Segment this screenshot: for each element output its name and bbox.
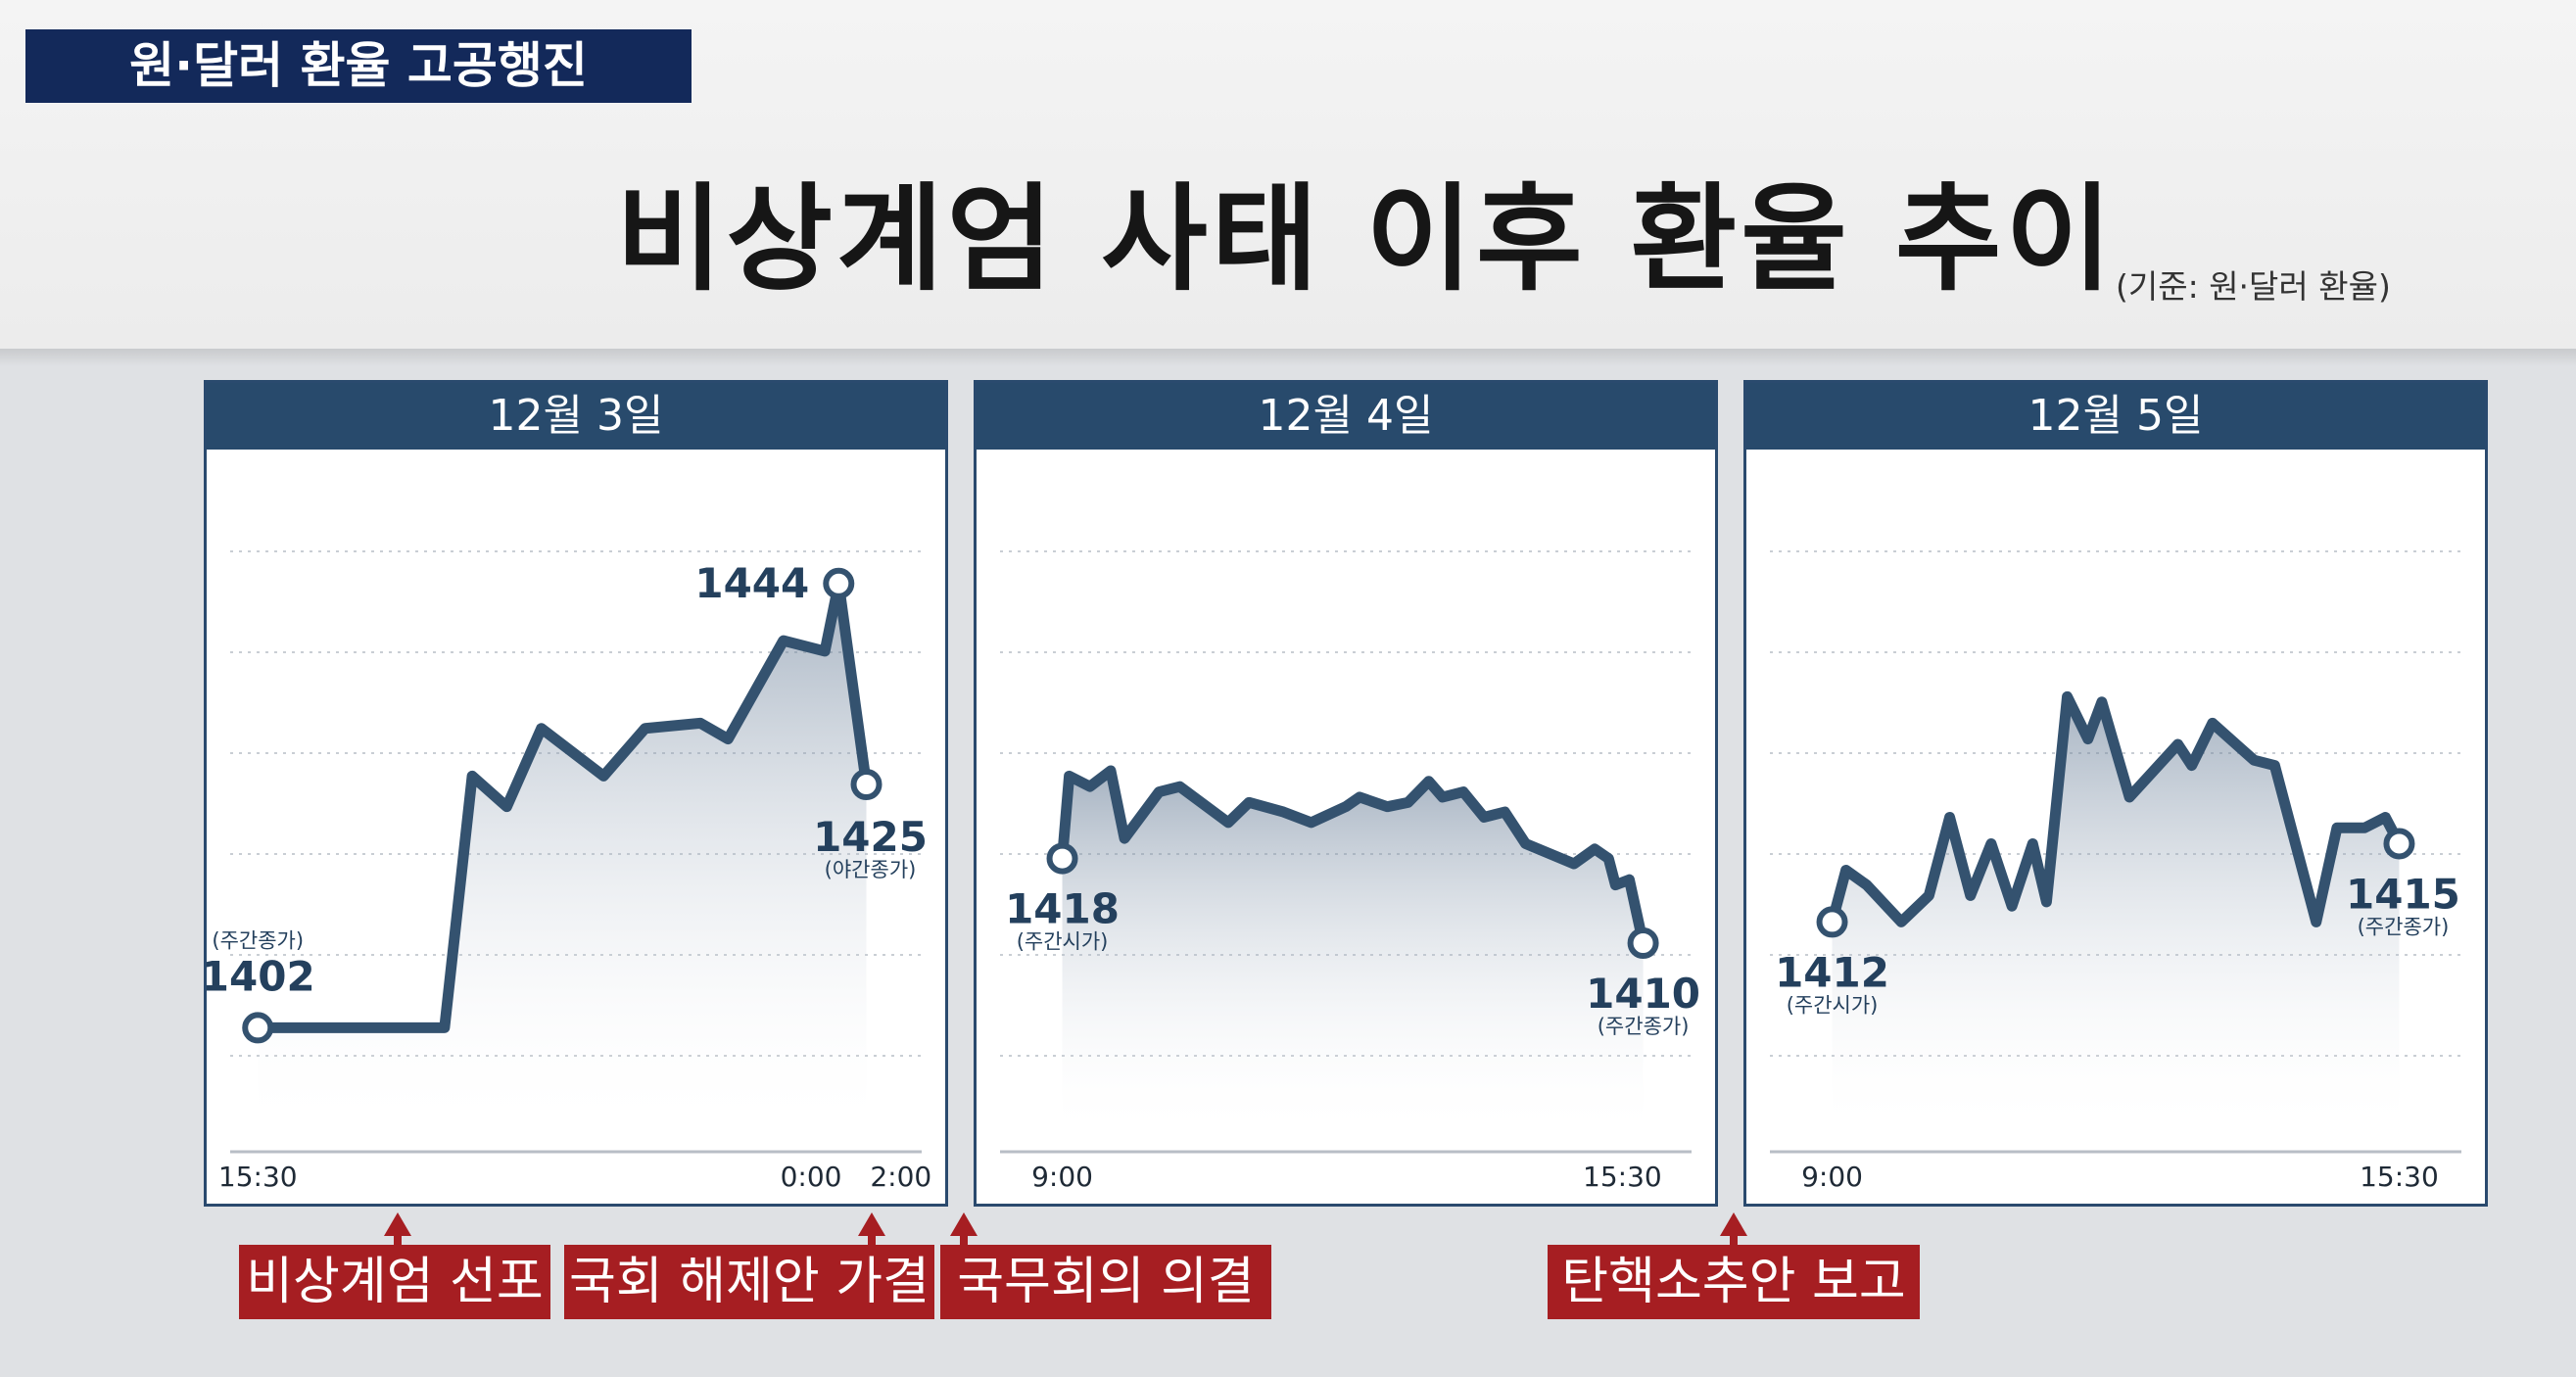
event-cabinet-decision: 국무회의 의결 (940, 1245, 1271, 1319)
event-martial-law: 비상계엄 선포 (239, 1245, 550, 1319)
data-label-value: 1415 (2346, 870, 2460, 918)
data-label-note: (야간종가) (825, 858, 917, 881)
chart-dec-3: 15:30 0:00 2:00 1402(주간종가) 1444 1425(야간종가) (207, 550, 931, 1193)
data-label-value: 1425 (813, 813, 928, 861)
panel-dec-4: 12월 4일 9:00 15:30 1418 (주간시가) 1410 (주간종가) (974, 380, 1718, 1207)
data-point-marker (1046, 842, 1078, 875)
data-label-note: (주간종가) (1598, 1015, 1690, 1038)
x-tick-label: 9:00 (1031, 1161, 1093, 1193)
x-tick-label: 0:00 (781, 1161, 842, 1193)
data-point-marker (823, 567, 855, 599)
data-label-note: (주간시가) (1787, 993, 1879, 1017)
chart-dec-5: 9:00 15:30 1412(주간시가) 1415(주간종가) (1770, 550, 2461, 1193)
x-tick-label: 15:30 (218, 1161, 298, 1193)
data-point-marker (1627, 927, 1659, 959)
chart-title: 비상계엄 사태 이후 환율 추이 (615, 171, 2116, 307)
event-arrow-stem (394, 1234, 402, 1246)
event-assembly-resolution: 국회 해제안 가결 (564, 1245, 934, 1319)
data-label-note: (주간종가) (212, 928, 304, 952)
data-label-value: 1418 (1005, 885, 1120, 933)
x-tick-label: 2:00 (870, 1161, 931, 1193)
data-label-value: 1444 (694, 559, 809, 607)
series-area (1832, 696, 2400, 1137)
chart-dec-4: 9:00 15:30 1418(주간시가) 1410(주간종가) (1000, 550, 1700, 1193)
x-tick-label: 15:30 (1583, 1161, 1662, 1193)
panel-title: 12월 5일 (1746, 383, 2485, 450)
panel-dec-3: 12월 3일 15:30 0:00 2:00 1402 (주간종가) 1444 1425 (야… (204, 380, 948, 1207)
event-arrow-stem (868, 1234, 876, 1246)
series-area (258, 583, 867, 1137)
data-point-marker (242, 1012, 274, 1044)
event-arrow (1720, 1212, 1747, 1236)
series-line (252, 578, 873, 1033)
panel-title: 12월 3일 (207, 383, 945, 450)
topic-tag: 원·달러 환율 고공행진 (25, 29, 692, 103)
x-tick-label: 15:30 (2360, 1161, 2439, 1193)
series-line (1057, 765, 1649, 949)
data-label-note: (주간종가) (2358, 915, 2450, 938)
title-note: (기준: 원·달러 환율) (2116, 267, 2391, 306)
data-point-marker (850, 769, 883, 800)
data-label-note: (주간시가) (1017, 930, 1109, 954)
event-arrow (858, 1212, 885, 1236)
panel-title: 12월 4일 (977, 383, 1715, 450)
event-arrow-stem (1730, 1234, 1738, 1246)
panel-dec-5: 12월 5일 9:00 15:30 1412 (주간시가) 1415 (주간종가) (1743, 380, 2488, 1207)
series-area (1062, 770, 1644, 1137)
data-label-value: 1412 (1775, 948, 1889, 996)
data-point-marker (1816, 906, 1848, 938)
event-impeachment-report: 탄핵소추안 보고 (1548, 1245, 1920, 1319)
series-line (1827, 690, 2405, 927)
event-arrow (384, 1212, 411, 1236)
event-arrow-stem (960, 1234, 968, 1246)
data-point-marker (2383, 828, 2415, 860)
data-label-value: 1402 (207, 952, 315, 1000)
data-label-value: 1410 (1586, 970, 1700, 1018)
x-tick-label: 9:00 (1801, 1161, 1863, 1193)
event-arrow (950, 1212, 978, 1236)
